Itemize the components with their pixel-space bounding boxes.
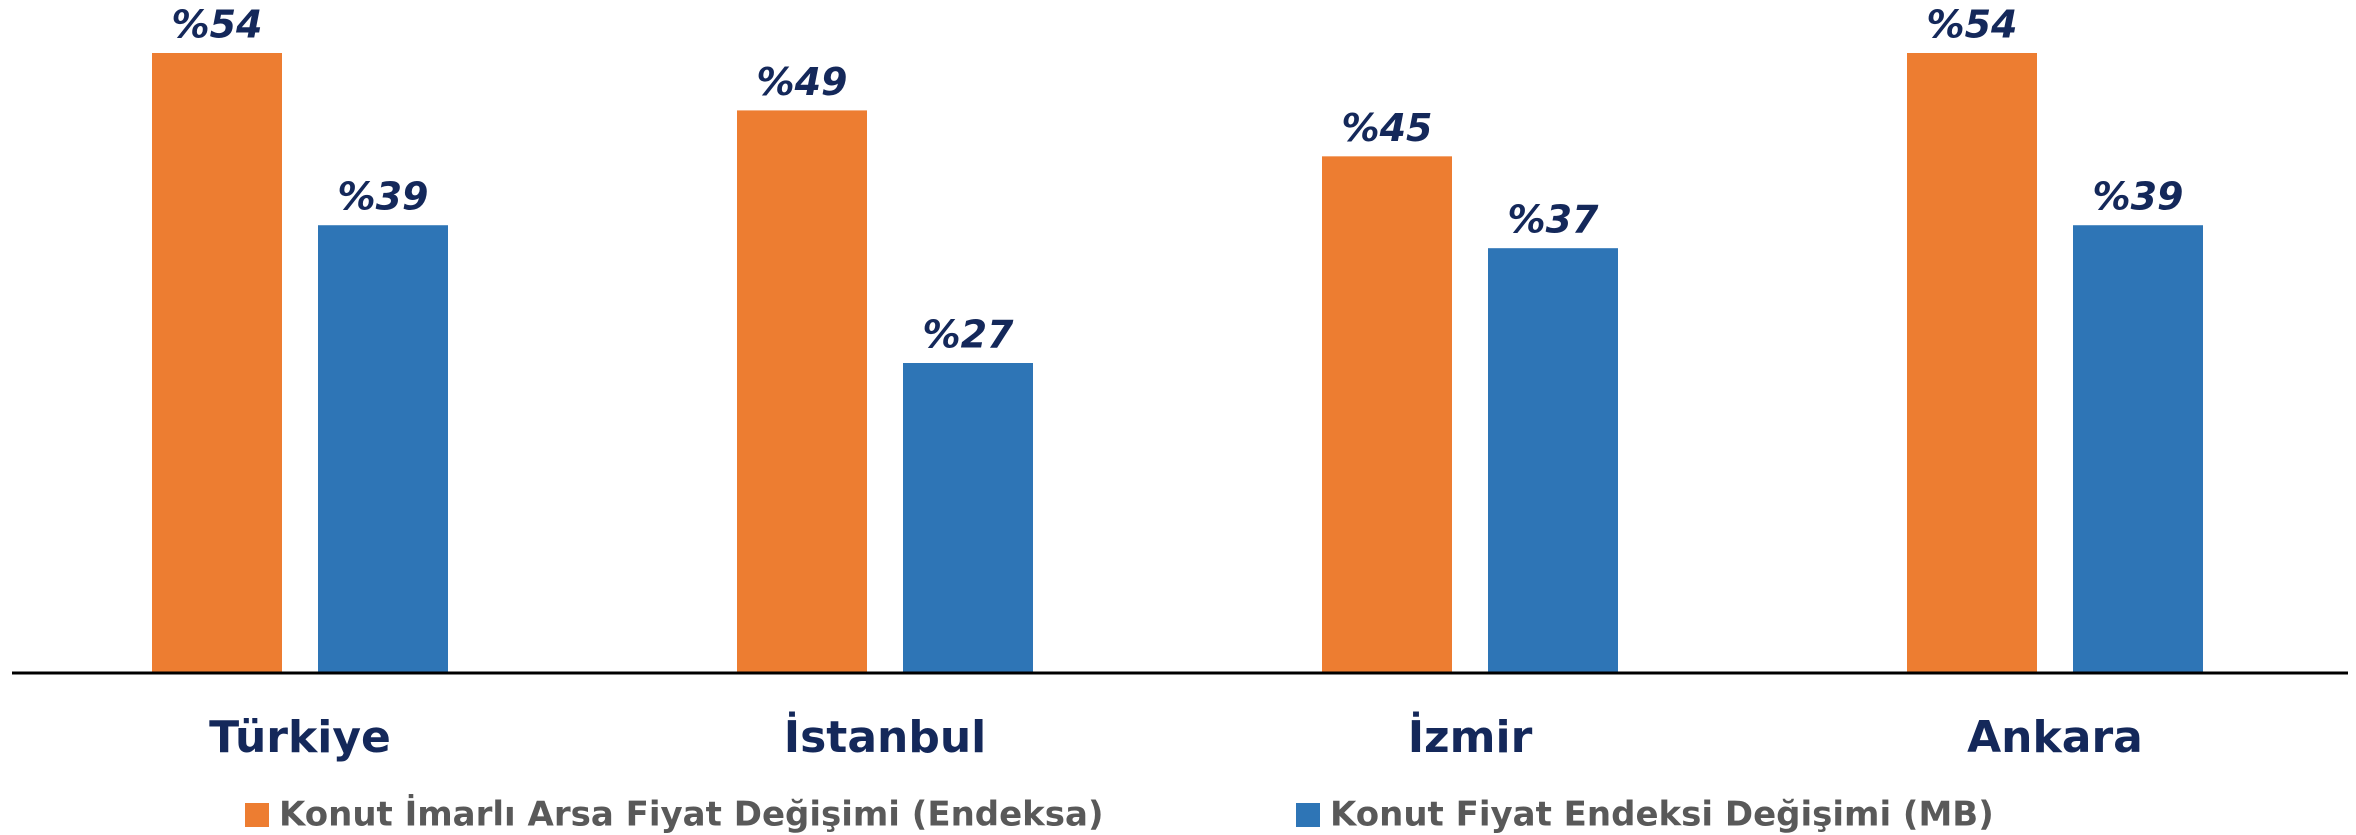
category-label: Türkiye xyxy=(209,712,391,763)
value-label: %54 xyxy=(1927,3,2018,47)
legend-label: Konut Fiyat Endeksi Değişimi (MB) xyxy=(1330,795,1994,835)
legend-swatch xyxy=(1296,803,1320,827)
value-label: %49 xyxy=(757,60,848,104)
legend-swatch xyxy=(245,803,269,827)
value-label: %37 xyxy=(1508,198,1600,242)
value-label: %45 xyxy=(1342,106,1433,150)
value-label: %39 xyxy=(2093,175,2184,219)
category-label: İstanbul xyxy=(784,710,987,763)
category-label: Ankara xyxy=(1967,712,2143,763)
category-label: İzmir xyxy=(1408,710,1533,763)
bar xyxy=(1488,248,1618,673)
legend-label: Konut İmarlı Arsa Fiyat Değişimi (Endeks… xyxy=(279,794,1104,835)
value-label: %54 xyxy=(172,3,263,47)
bar xyxy=(318,225,448,673)
value-label: %39 xyxy=(338,175,429,219)
value-label: %27 xyxy=(923,313,1015,357)
bar xyxy=(737,110,867,673)
bar xyxy=(903,363,1033,673)
bar xyxy=(2073,225,2203,673)
bar xyxy=(152,53,282,673)
bar xyxy=(1322,156,1452,674)
bar xyxy=(1907,53,2037,673)
